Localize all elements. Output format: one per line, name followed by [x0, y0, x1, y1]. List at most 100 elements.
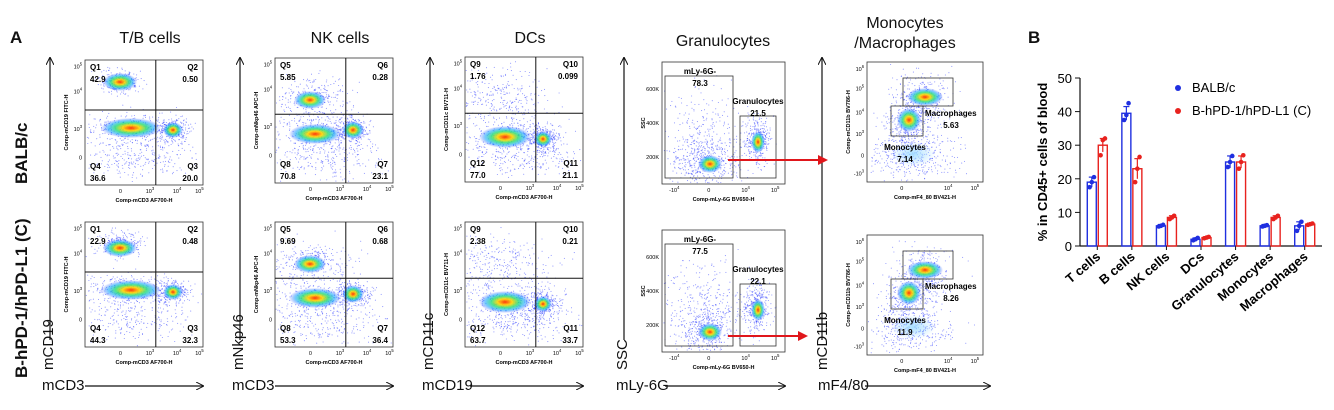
flow-plot-2-0: Comp-mCD3 AF700-H Comp-mCD11c BV711-H Q9 1.… [444, 56, 584, 201]
plot-frame [661, 229, 786, 353]
legend-label-0: BALB/c [1192, 80, 1236, 95]
x-tick-label: 0 [309, 351, 312, 357]
quadrant-name-q5: Q5 [280, 225, 291, 234]
y-tick-label: 105 [454, 58, 463, 67]
x-tick-label: 104 [741, 353, 750, 362]
y-tick-label: 600K [646, 255, 659, 261]
data-point [1135, 166, 1140, 172]
bar-0-0 [1086, 181, 1097, 247]
pop-neg [479, 126, 531, 148]
pop-neg [479, 291, 531, 313]
y-tick-label: 104 [74, 248, 83, 257]
bar-0-5 [1259, 225, 1270, 247]
bar-1-0 [1097, 144, 1108, 247]
quadrant-name-q7: Q7 [377, 324, 388, 333]
pop-t-cells [163, 122, 183, 138]
data-point [1087, 184, 1092, 190]
x-tick-label: 0 [119, 351, 122, 357]
data-point [1240, 152, 1246, 158]
legend-label-1: B-hPD-1/hPD-L1 (C) [1192, 103, 1311, 118]
x-tick-label: 104 [363, 348, 372, 357]
x-tick-label: 0 [119, 189, 122, 195]
gate-mono-label: Monocytes [884, 316, 926, 325]
y-tick-label: 106 [856, 237, 865, 246]
bar-category-label: T cells [1063, 249, 1104, 287]
y-tick-label: 106 [856, 64, 865, 73]
quadrant-value-q1: 42.9 [90, 75, 106, 84]
y-tick-label: 0 [861, 154, 864, 160]
bar-y-tick-label: 10 [1058, 205, 1072, 220]
pop-neg [289, 288, 341, 308]
gate-mly-neg [664, 243, 734, 347]
y-tick-label: 103 [856, 129, 865, 138]
data-point [1089, 179, 1095, 185]
pop-b-cells [103, 73, 137, 91]
y-small-label: SSC [641, 285, 647, 296]
y-tick-label: 103 [264, 286, 273, 295]
pop-monocytes [897, 281, 921, 305]
pop-neg [101, 118, 161, 138]
pop-macrophages [907, 88, 943, 106]
y-small-label: Comp-mCD11b BV786-H [846, 263, 852, 327]
data-point [1227, 159, 1233, 165]
data-point [1124, 112, 1129, 118]
flow-plot-3-1: Comp-mLy-6G BV650-H SSC mLy-6G- 77.5 Granulo… [641, 229, 786, 371]
quadrant-name-q12: Q12 [470, 159, 486, 168]
quadrant-value-q7: 36.4 [372, 336, 388, 345]
data-point [1171, 213, 1177, 219]
bar-1-5 [1270, 216, 1281, 247]
gate-mac-value: 5.63 [943, 121, 959, 130]
bar-1-6 [1305, 223, 1316, 247]
x-tick-label: 104 [944, 356, 953, 365]
y-tick-label: 103 [454, 286, 463, 295]
quadrant-name-q4: Q4 [90, 162, 101, 171]
plot-frame [661, 61, 786, 185]
x-word-gran: mLy-6G [616, 377, 669, 394]
flow-plot-4-1: Comp-mF4_80 BV421-H Comp-mCD11b BV786-H Ma… [846, 234, 984, 374]
y-tick-label: -103 [854, 169, 865, 178]
quadrant-value-q4: 36.6 [90, 174, 106, 183]
quadrant-value-q1: 22.9 [90, 237, 106, 246]
x-tick-label: 105 [771, 353, 780, 362]
bar-y-tick-label: 30 [1058, 138, 1072, 153]
quadrant-name-q1: Q1 [90, 63, 101, 72]
gate-mac-value: 8.26 [943, 294, 959, 303]
data-point [1091, 174, 1097, 180]
axis-arrows [50, 58, 990, 386]
y-tick-label: -103 [854, 342, 865, 351]
y-tick-label: 105 [264, 59, 273, 68]
quadrant-value-q5: 9.69 [280, 237, 296, 246]
quadrant-value-q11: 33.7 [562, 336, 578, 345]
quadrant-value-q6: 0.28 [372, 73, 388, 82]
x-tick-label: 104 [553, 348, 562, 357]
x-tick-label: 0 [900, 186, 903, 192]
quadrant-value-q2: 0.48 [182, 237, 198, 246]
x-word-dc: mCD19 [422, 377, 473, 394]
bar-1-4 [1235, 161, 1247, 247]
y-small-label: Comp-mNkp46 APC-H [254, 256, 260, 314]
quadrant-name-q10: Q10 [563, 60, 579, 69]
pop-ly6g-neg [698, 323, 722, 341]
x-tick-label: 103 [526, 183, 535, 192]
flow-plot-1-0: Comp-mCD3 AF700-H Comp-mNkp46 APC-H Q5 5.85… [254, 57, 394, 202]
bar-y-tick-label: 20 [1058, 172, 1072, 187]
x-tick-label: 103 [336, 184, 345, 193]
pop-t-cells [163, 284, 183, 300]
quadrant-name-q11: Q11 [563, 324, 578, 333]
pop-nk [294, 255, 326, 273]
pop-b-cells [103, 239, 137, 257]
gate-macrophages [902, 250, 954, 280]
y-tick-label: 0 [459, 318, 462, 324]
legend-marker-1 [1175, 108, 1181, 114]
y-tick-label: 0 [459, 153, 462, 159]
quadrant-name-q12: Q12 [470, 324, 486, 333]
y-tick-label: 103 [454, 121, 463, 130]
quadrant-name-q11: Q11 [563, 159, 578, 168]
col-title-dc: DCs [514, 30, 546, 47]
y-small-label: Comp-mCD11c BV711-H [444, 88, 450, 151]
bar-y-axis-title: % in CD45+ cells of blood [1035, 83, 1050, 242]
y-small-label: Comp-mNkp46 APC-H [254, 92, 260, 150]
gate-mly-value: 77.5 [692, 247, 708, 256]
x-tick-label: -104 [669, 353, 680, 362]
gate-monocytes [890, 278, 924, 310]
